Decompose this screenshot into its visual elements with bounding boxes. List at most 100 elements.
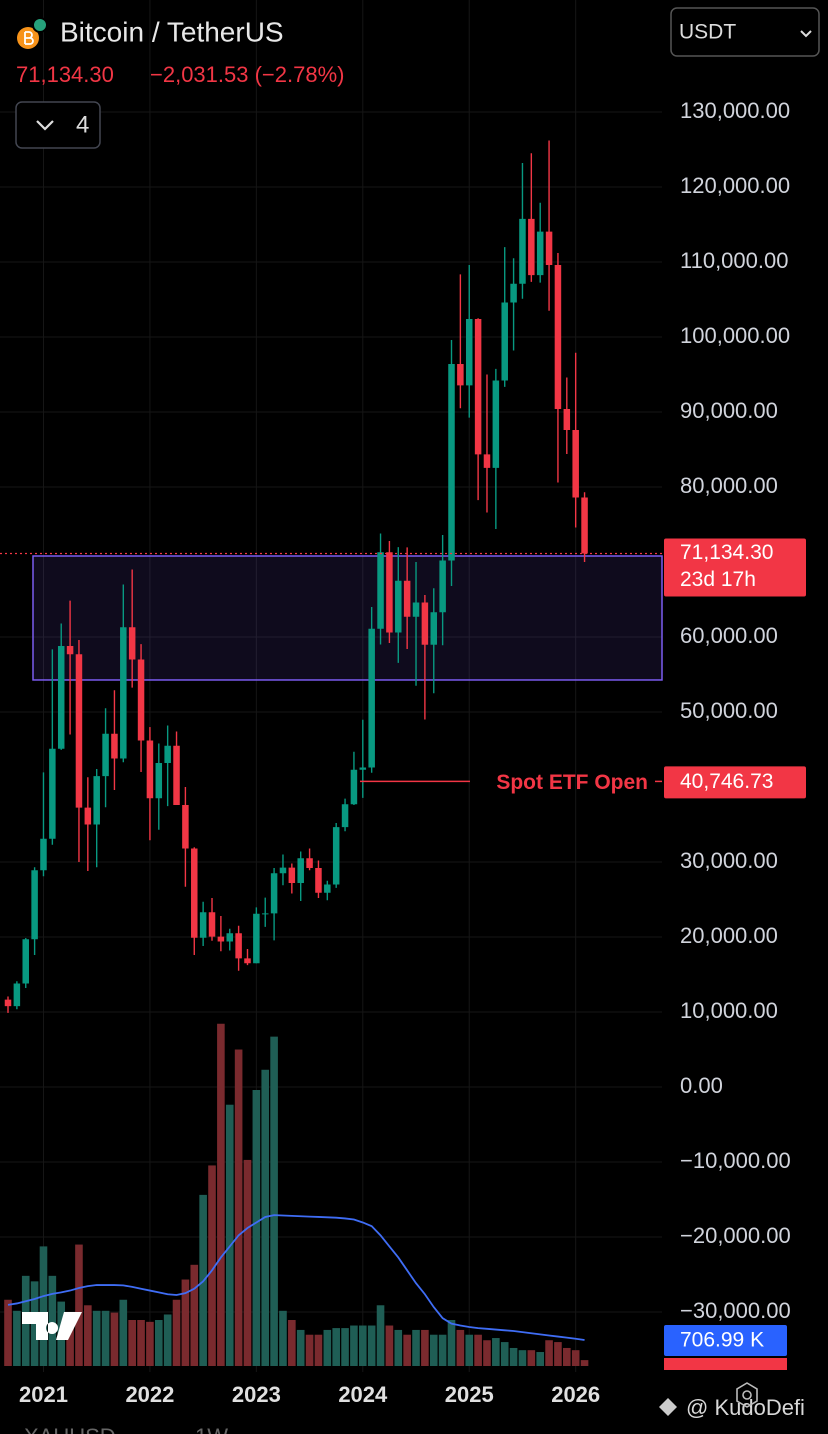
volume-bar <box>92 1310 101 1366</box>
annotation-text: Spot ETF Open <box>496 771 648 794</box>
indicator-count: 4 <box>76 111 89 138</box>
candle-body <box>102 733 109 777</box>
volume-bar <box>332 1328 340 1366</box>
volume-bar <box>580 1360 589 1366</box>
candle-body <box>324 884 331 893</box>
candle-body <box>164 745 171 763</box>
volume-bar <box>447 1320 456 1366</box>
next-interval: 1W <box>195 1424 228 1434</box>
candle-body <box>84 807 92 825</box>
candle-body <box>439 560 446 613</box>
volume-bar <box>154 1320 163 1366</box>
select-box[interactable] <box>670 7 820 57</box>
volume-bar <box>403 1334 411 1366</box>
volume-bar <box>571 1350 580 1366</box>
exchange-icon <box>659 1398 677 1416</box>
volume-bar <box>75 1244 83 1366</box>
volume-bar <box>474 1334 482 1366</box>
candle-body <box>492 380 500 468</box>
volume-bar <box>527 1350 536 1366</box>
settings-icon[interactable] <box>736 1382 758 1408</box>
volume-bar <box>270 1036 278 1366</box>
currency-select[interactable]: USDT <box>670 7 820 57</box>
range-zone <box>32 555 663 681</box>
candle-body <box>403 580 411 617</box>
toggle-box[interactable] <box>15 101 101 149</box>
candle-body <box>545 231 553 265</box>
candle-body <box>40 838 47 871</box>
volume-bar <box>234 1049 243 1366</box>
volume-bar <box>208 1165 216 1366</box>
volume-bar <box>421 1329 429 1366</box>
y-tick-label: −10,000.00 <box>680 1148 791 1173</box>
x-tick-label: 2021 <box>19 1382 68 1407</box>
candle-body <box>270 873 278 914</box>
volume-bar <box>412 1329 420 1366</box>
candle-body <box>368 628 375 768</box>
chart: 130,000.00 120,000.00 110,000.00 100,000.00… <box>0 0 806 1407</box>
y-tick-label: 120,000.00 <box>680 173 790 198</box>
volume-bar <box>190 1264 199 1366</box>
volume-bar <box>101 1310 110 1366</box>
x-tick-label: 2026 <box>551 1382 600 1407</box>
indicator-toggle[interactable]: 4 <box>15 101 101 149</box>
candle-body <box>536 231 544 276</box>
tether-badge <box>32 17 48 33</box>
y-tick-label: 50,000.00 <box>680 698 778 723</box>
candle-body <box>457 364 464 386</box>
candle-body <box>572 430 579 498</box>
volume-bar <box>217 1023 225 1366</box>
symbol-title: Bitcoin / TetherUS <box>60 16 284 47</box>
y-tick-label: 0.00 <box>680 1073 723 1098</box>
candle-body <box>448 364 455 561</box>
y-tick-label: 130,000.00 <box>680 98 790 123</box>
candle-body <box>13 983 21 1007</box>
candle-body <box>235 933 242 959</box>
volume-bar <box>66 1320 74 1366</box>
candle-body <box>519 218 526 284</box>
volume-bar <box>465 1334 474 1366</box>
last-price-box <box>664 538 806 597</box>
candle-body <box>253 913 260 964</box>
candle-body <box>31 870 38 940</box>
candle-body <box>22 939 29 984</box>
volume-bar <box>341 1328 349 1366</box>
y-tick-label: 80,000.00 <box>680 473 778 498</box>
y-tick-label: −20,000.00 <box>680 1223 791 1248</box>
volume-bar <box>243 1159 252 1366</box>
volume-bar <box>305 1334 314 1366</box>
tv-logo <box>22 1312 82 1340</box>
y-tick-label: 110,000.00 <box>680 248 788 273</box>
candle-body <box>386 552 393 633</box>
volume-bar <box>500 1342 509 1366</box>
volume-bar <box>39 1246 48 1366</box>
candle-body <box>66 646 74 655</box>
volume-ma-box <box>664 1358 787 1370</box>
x-tick-label: 2024 <box>338 1382 388 1407</box>
coin-glyph <box>24 31 34 45</box>
candle-body <box>554 265 562 409</box>
y-tick-label: 10,000.00 <box>680 998 778 1023</box>
y-tick-label: 20,000.00 <box>680 923 778 948</box>
volume-bar <box>350 1325 358 1366</box>
candle-body <box>501 302 508 381</box>
volume-bar <box>394 1329 403 1366</box>
candle-body <box>430 612 438 645</box>
candle-body <box>173 745 180 805</box>
volume-bar <box>163 1314 172 1366</box>
candle-body <box>563 409 571 430</box>
volume-bar <box>137 1320 145 1366</box>
volume-bar <box>128 1320 136 1366</box>
candle-body <box>288 867 296 883</box>
candle-body <box>474 319 482 455</box>
candle-body <box>208 912 216 937</box>
annotation-price-box <box>664 766 806 799</box>
candle-body <box>128 627 136 660</box>
candle-body <box>182 805 189 849</box>
candle-body <box>528 218 535 276</box>
annotation-price-label: 40,746.73 <box>680 770 773 793</box>
volume-bar <box>296 1329 305 1366</box>
y-tick-label: 100,000.00 <box>680 323 790 348</box>
volume-bar <box>376 1305 385 1366</box>
candle-body <box>332 827 340 885</box>
